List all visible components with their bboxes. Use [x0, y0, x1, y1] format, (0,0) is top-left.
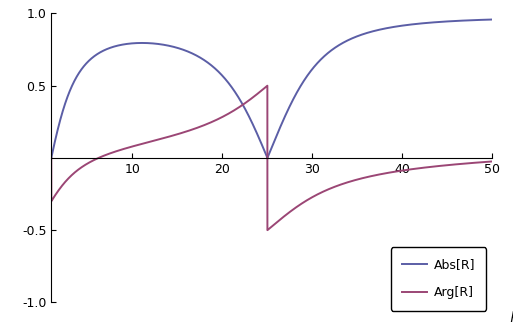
Arg[R] — [48, 156, 54, 160]
Abs[R] — [264, 155, 270, 159]
Arg[R] — [489, 159, 496, 163]
Abs[R] — [135, 41, 141, 45]
Arg[R] — [466, 161, 472, 165]
Abs[R] — [67, 89, 73, 93]
Arg[R] — [264, 84, 270, 88]
Abs[R] — [48, 156, 54, 160]
Abs[R] — [466, 18, 472, 23]
Arg[R] — [50, 196, 56, 200]
Arg[R] — [264, 84, 270, 88]
Abs[R] — [489, 17, 496, 22]
Arg[R] — [135, 143, 141, 147]
Line: Abs[R]: Abs[R] — [51, 19, 492, 158]
Line: Arg[R]: Arg[R] — [51, 86, 492, 230]
Legend: Abs[R], Arg[R]: Abs[R], Arg[R] — [391, 247, 486, 310]
Abs[R] — [50, 147, 56, 151]
Arg[R] — [74, 168, 81, 172]
Arg[R] — [67, 175, 73, 179]
Arg[R] — [264, 228, 270, 232]
Text: $\mu\, r$: $\mu\, r$ — [510, 308, 513, 324]
Abs[R] — [74, 73, 81, 77]
